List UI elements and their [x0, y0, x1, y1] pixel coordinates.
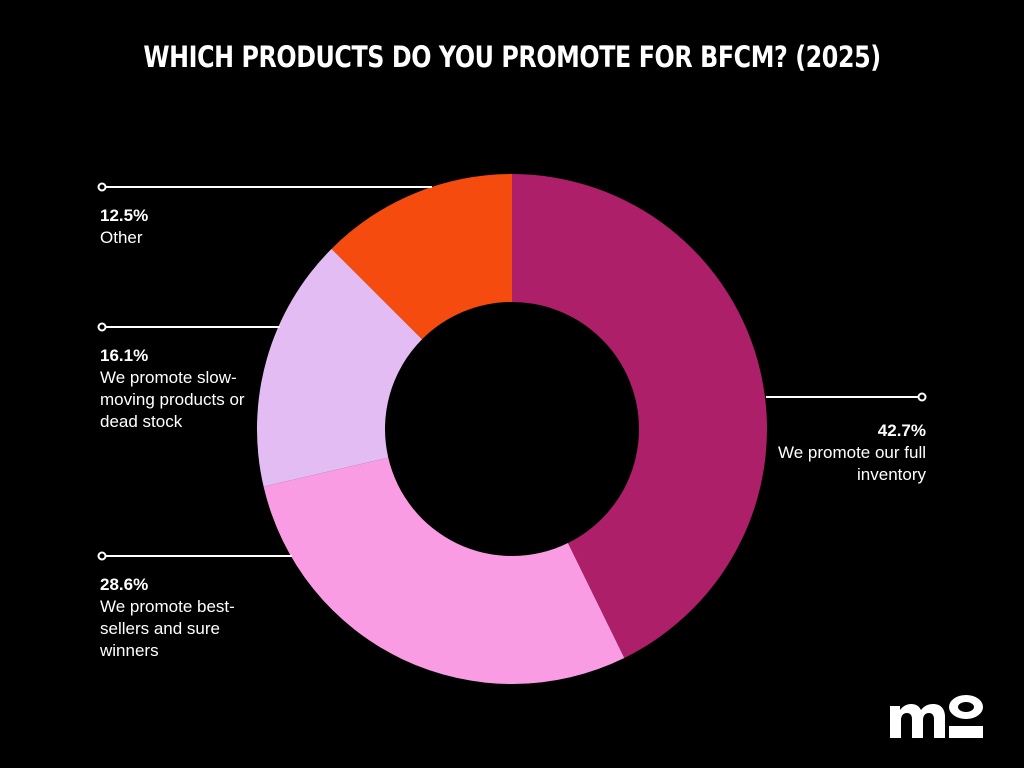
slice-label-other: 12.5% Other [100, 205, 260, 249]
slice-best-sellers [263, 457, 625, 685]
chart-title: WHICH PRODUCTS DO YOU PROMOTE FOR BFCM? … [143, 40, 881, 74]
leader-lines [97, 182, 927, 561]
slice-full-inventory [512, 174, 768, 658]
slice-category-label: We promote best-sellers and sure winners [100, 597, 235, 660]
slice-value-label: 28.6% [100, 575, 149, 594]
slice-slow-moving [256, 248, 423, 487]
slice-other [331, 174, 512, 340]
slice-value-label: 42.7% [877, 421, 926, 440]
slice-category-label: We promote our full inventory [777, 443, 926, 484]
leader-slow-moving-dot [97, 322, 107, 332]
slice-category-label: We promote slow-moving products or dead … [100, 368, 245, 431]
slice-label-slow-moving: 16.1% We promote slow-moving products or… [100, 345, 260, 433]
leader-other-dot [97, 182, 107, 192]
slice-label-full-inventory: 42.7% We promote our full inventory [756, 420, 926, 486]
donut-slices [256, 174, 768, 685]
slice-value-label: 12.5% [100, 206, 149, 225]
slice-value-label: 16.1% [100, 346, 149, 365]
leader-full-inventory-dot [917, 392, 927, 402]
slice-label-best-sellers: 28.6% We promote best-sellers and sure w… [100, 574, 260, 662]
leader-best-sellers-dot [97, 551, 107, 561]
mo-brand-logo-icon [890, 695, 983, 738]
slice-category-label: Other [100, 228, 143, 247]
